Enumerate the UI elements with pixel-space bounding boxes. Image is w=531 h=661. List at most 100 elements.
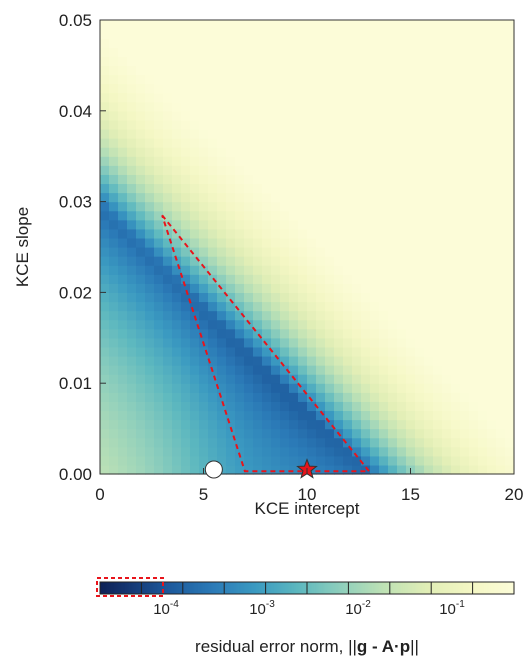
heatmap-cell bbox=[199, 274, 209, 284]
heatmap-cell bbox=[469, 328, 479, 339]
heatmap-cell bbox=[451, 20, 461, 30]
heatmap-cell bbox=[100, 201, 110, 212]
heatmap-cell bbox=[163, 219, 173, 230]
heatmap-cell bbox=[253, 219, 263, 230]
heatmap-cell bbox=[271, 65, 281, 76]
heatmap-cell bbox=[289, 138, 299, 148]
heatmap-cell bbox=[433, 147, 443, 157]
heatmap-cell bbox=[127, 38, 137, 48]
heatmap-cell bbox=[289, 174, 299, 185]
y-tick-label: 0.03 bbox=[59, 193, 92, 212]
heatmap-cell bbox=[433, 328, 443, 339]
heatmap-cell bbox=[433, 274, 443, 284]
heatmap-cell bbox=[424, 365, 434, 375]
heatmap-cell bbox=[118, 346, 128, 357]
heatmap-cell bbox=[334, 337, 344, 348]
heatmap-cell bbox=[397, 38, 407, 48]
heatmap-cell bbox=[343, 464, 353, 475]
heatmap-cell bbox=[163, 292, 173, 303]
heatmap-cell bbox=[118, 410, 128, 421]
heatmap-cell bbox=[352, 228, 362, 239]
heatmap-cell bbox=[253, 337, 263, 348]
heatmap-cell bbox=[145, 47, 155, 57]
heatmap-cell bbox=[262, 401, 272, 412]
colorbar-segment bbox=[210, 582, 213, 594]
heatmap-cell bbox=[469, 219, 479, 230]
heatmap-cell bbox=[226, 247, 236, 257]
colorbar-segment bbox=[370, 582, 373, 594]
heatmap-cell bbox=[118, 128, 128, 139]
heatmap-cell bbox=[379, 383, 389, 393]
heatmap-cell bbox=[478, 83, 488, 94]
heatmap-cell bbox=[478, 265, 488, 275]
colorbar-segment bbox=[300, 582, 303, 594]
heatmap-cell bbox=[262, 319, 272, 330]
heatmap-cell bbox=[343, 192, 353, 203]
heatmap-cell bbox=[235, 328, 245, 339]
heatmap-cell bbox=[181, 247, 191, 257]
heatmap-cell bbox=[199, 65, 209, 76]
colorbar-segment bbox=[231, 582, 234, 594]
heatmap-cell bbox=[307, 110, 317, 121]
heatmap-cell bbox=[415, 174, 425, 185]
heatmap-cell bbox=[280, 29, 290, 39]
heatmap-cell bbox=[352, 283, 362, 293]
heatmap-cell bbox=[415, 219, 425, 230]
heatmap-cell bbox=[190, 446, 200, 457]
heatmap-cell bbox=[226, 174, 236, 185]
heatmap-cell bbox=[289, 455, 299, 466]
heatmap-cell bbox=[217, 419, 227, 430]
heatmap-cell bbox=[397, 192, 407, 203]
heatmap-cell bbox=[244, 110, 254, 121]
heatmap-cell bbox=[145, 128, 155, 139]
heatmap-cell bbox=[280, 237, 290, 248]
colorbar-segment bbox=[334, 582, 337, 594]
heatmap-cell bbox=[109, 410, 119, 421]
heatmap-cell bbox=[280, 410, 290, 421]
heatmap-cell bbox=[505, 29, 515, 39]
heatmap-cell bbox=[199, 410, 209, 421]
heatmap-cell bbox=[289, 38, 299, 48]
heatmap-cell bbox=[316, 455, 326, 466]
colorbar-segment bbox=[428, 582, 431, 594]
heatmap-cell bbox=[127, 292, 137, 303]
heatmap-cell bbox=[244, 74, 254, 85]
heatmap-cell bbox=[370, 355, 380, 366]
heatmap-cell bbox=[433, 346, 443, 357]
heatmap-cell bbox=[181, 292, 191, 303]
heatmap-cell bbox=[343, 65, 353, 76]
heatmap-cell bbox=[496, 301, 506, 312]
heatmap-cell bbox=[109, 74, 119, 85]
heatmap-cell bbox=[469, 237, 479, 248]
heatmap-cell bbox=[505, 156, 515, 166]
heatmap-cell bbox=[271, 256, 281, 266]
heatmap-cell bbox=[496, 174, 506, 185]
heatmap-cell bbox=[388, 446, 398, 457]
heatmap-cell bbox=[325, 183, 335, 194]
heatmap-cell bbox=[406, 328, 416, 339]
heatmap-cell bbox=[262, 192, 272, 203]
colorbar-segment bbox=[269, 582, 272, 594]
heatmap-cell bbox=[298, 410, 308, 421]
heatmap-cell bbox=[235, 455, 245, 466]
heatmap-cell bbox=[262, 29, 272, 39]
heatmap-cell bbox=[415, 428, 425, 439]
heatmap-cell bbox=[460, 283, 470, 293]
heatmap-cell bbox=[100, 247, 110, 257]
colorbar-segment bbox=[109, 582, 112, 594]
heatmap-cell bbox=[433, 355, 443, 366]
colorbar-label-suffix: || bbox=[410, 637, 419, 656]
heatmap-cell bbox=[190, 256, 200, 266]
heatmap-cell bbox=[262, 328, 272, 339]
heatmap-cell bbox=[424, 346, 434, 357]
heatmap-cell bbox=[289, 365, 299, 375]
heatmap-cell bbox=[343, 83, 353, 94]
heatmap-cell bbox=[217, 29, 227, 39]
heatmap-cell bbox=[487, 201, 497, 212]
colorbar-segment bbox=[220, 582, 223, 594]
heatmap-cell bbox=[208, 138, 218, 148]
heatmap-cell bbox=[244, 401, 254, 412]
y-tick-label: 0.01 bbox=[59, 374, 92, 393]
heatmap-cell bbox=[298, 101, 308, 112]
colorbar-label-bold: g - A·p bbox=[357, 637, 410, 656]
